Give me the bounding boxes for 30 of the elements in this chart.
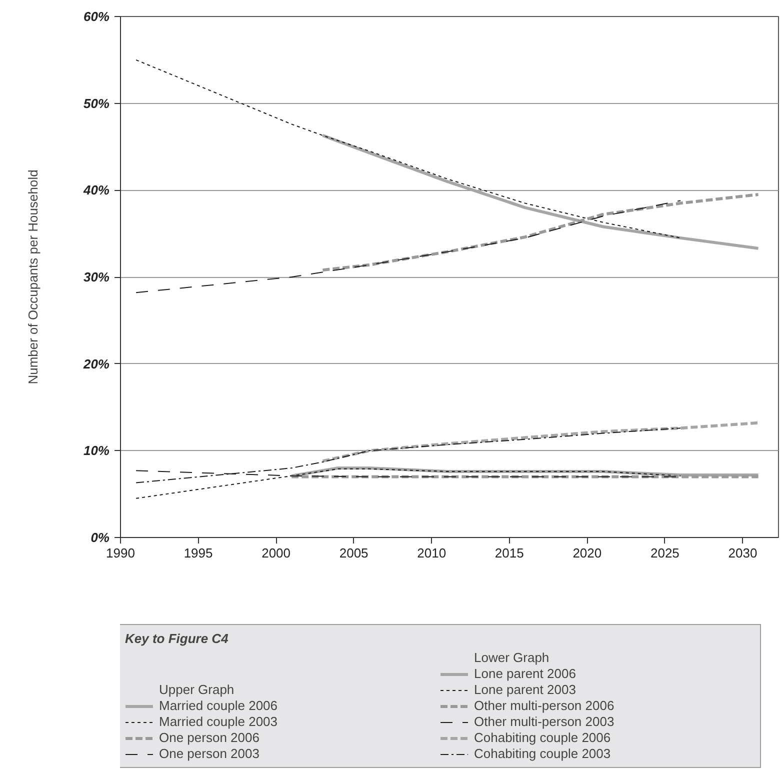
x-tick-label: 2015: [494, 546, 524, 560]
legend-label: Lone parent 2006: [474, 666, 577, 681]
y-tick-label: 20%: [82, 356, 110, 372]
text: Upper Graph: [159, 682, 236, 697]
legend-label: One person 2003: [159, 746, 260, 761]
y-tick-label: 0%: [90, 530, 110, 545]
y-tick-label: 30%: [83, 270, 110, 284]
x-tick-label: 2010: [417, 546, 446, 560]
y-axis-title: Number of Occupants per Household: [25, 170, 40, 384]
x-tick-label: 2025: [650, 546, 680, 560]
y-tick-label: 40%: [82, 182, 110, 198]
legend-label: Married couple 2006: [159, 698, 279, 713]
x-tick-label: 1995: [184, 546, 213, 560]
y-tick-label: 50%: [83, 96, 110, 111]
x-tick-label: 2000: [262, 546, 291, 560]
x-tick-label: 1990: [106, 546, 135, 560]
legend-label: Lone parent 2003: [474, 682, 577, 697]
legend-label: Cohabiting couple 2003: [474, 746, 612, 761]
y-tick-label: 10%: [83, 443, 110, 458]
x-tick-label: 2030: [728, 546, 758, 560]
x-tick-label: 2005: [339, 546, 368, 560]
text: Lower Graph: [474, 650, 550, 665]
y-tick-label: 60%: [83, 9, 110, 24]
x-tick-label: 2020: [572, 546, 602, 560]
legend-label: Other multi-person 2003: [474, 714, 616, 729]
legend-title: Key to Figure C4: [125, 631, 230, 646]
legend-label: One person 2006: [159, 730, 260, 745]
legend-label: Married couple 2003: [159, 714, 279, 729]
legend-label: Other multi-person 2006: [474, 698, 616, 713]
legend-label: Cohabiting couple 2006: [474, 730, 612, 745]
